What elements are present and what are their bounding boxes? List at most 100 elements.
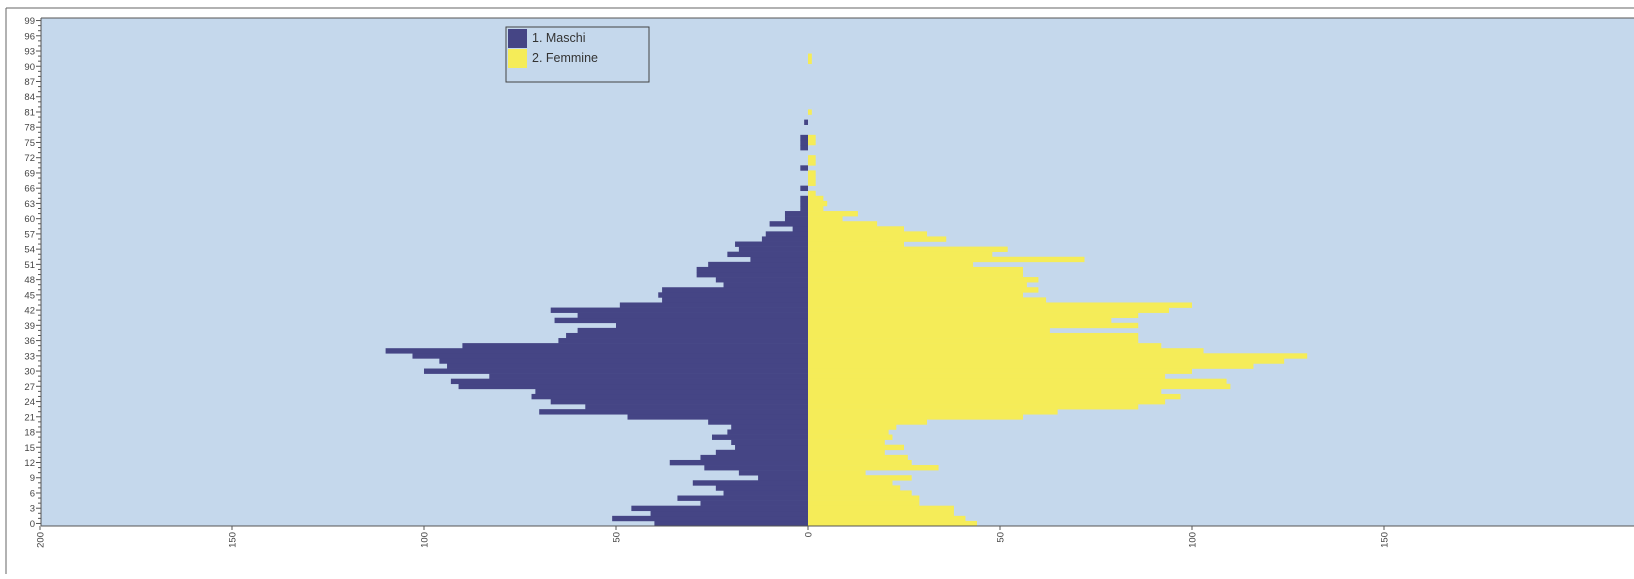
bar-males-age-64 [800, 195, 808, 202]
y-tick-label: 45 [24, 290, 35, 301]
y-tick-label: 81 [24, 107, 35, 118]
bar-females-age-56 [808, 236, 947, 242]
bar-females-age-50 [808, 266, 1024, 273]
y-tick-label: 12 [24, 458, 35, 469]
bar-females-age-11 [808, 465, 939, 471]
bar-males-age-19 [731, 424, 808, 430]
bar-females-age-61 [808, 211, 858, 217]
bar-males-age-17 [712, 434, 808, 440]
bar-females-age-65 [808, 190, 816, 197]
bar-females-age-14 [808, 449, 885, 456]
y-tick-label: 78 [24, 123, 35, 134]
bar-females-age-8 [808, 480, 893, 486]
bars-layer [385, 53, 1308, 527]
bar-females-age-33 [808, 353, 1308, 359]
bar-females-age-34 [808, 348, 1204, 354]
bar-females-age-37 [808, 332, 1139, 339]
bar-females-age-52 [808, 256, 1085, 263]
bar-males-age-46 [662, 287, 808, 293]
bar-males-age-50 [696, 266, 808, 273]
legend: 1. Maschi 2. Femmine [505, 26, 650, 83]
bar-males-age-27 [458, 383, 808, 390]
y-axis: 0369121518212427303336394245485154576063… [24, 16, 41, 530]
bar-females-age-91 [808, 58, 812, 65]
bar-males-age-0 [654, 520, 808, 527]
bar-males-age-62 [800, 205, 808, 212]
y-tick-label: 6 [30, 488, 35, 499]
y-tick-label: 18 [24, 428, 35, 439]
y-tick-label: 96 [24, 31, 35, 42]
y-tick-label: 24 [24, 397, 35, 408]
y-tick-label: 69 [24, 168, 35, 179]
bar-males-age-74 [800, 145, 808, 151]
bar-females-age-27 [808, 383, 1231, 390]
bar-males-age-45 [658, 292, 808, 298]
bar-females-age-20 [808, 419, 928, 425]
bar-females-age-19 [808, 424, 897, 430]
bar-males-age-38 [577, 327, 808, 334]
bar-females-age-24 [808, 399, 1166, 405]
bar-females-age-43 [808, 302, 1192, 308]
bar-males-age-48 [715, 277, 808, 283]
bar-females-age-39 [808, 322, 1139, 329]
y-tick-label: 39 [24, 321, 35, 332]
bar-females-age-46 [808, 287, 1039, 293]
bar-males-age-34 [385, 348, 808, 354]
bar-males-age-1 [612, 515, 808, 522]
y-tick-label: 57 [24, 229, 35, 240]
y-tick-label: 84 [24, 92, 35, 103]
bar-females-age-48 [808, 277, 1039, 283]
bar-males-age-21 [627, 414, 808, 420]
bar-females-age-3 [808, 505, 954, 512]
bar-females-age-64 [808, 195, 824, 202]
legend-label-males: 1. Maschi [532, 31, 586, 45]
y-tick-label: 93 [24, 47, 35, 58]
bar-males-age-79 [804, 119, 808, 125]
bar-females-age-69 [808, 170, 816, 176]
bar-females-age-16 [808, 439, 885, 446]
bar-males-age-76 [800, 134, 808, 141]
y-tick-label: 60 [24, 214, 35, 225]
y-tick-label: 33 [24, 351, 35, 362]
y-tick-label: 42 [24, 306, 35, 317]
bar-females-age-38 [808, 327, 1050, 334]
bar-females-age-71 [808, 160, 816, 166]
y-tick-label: 99 [24, 16, 35, 27]
bar-females-age-4 [808, 500, 920, 506]
bar-males-age-37 [566, 332, 808, 339]
y-tick-label: 21 [24, 412, 35, 423]
bar-females-age-57 [808, 231, 928, 237]
bar-males-age-7 [715, 485, 808, 491]
bar-females-age-60 [808, 216, 843, 222]
bar-females-age-22 [808, 409, 1058, 415]
x-tick-label: 150 [1380, 532, 1391, 548]
y-tick-label: 87 [24, 77, 35, 88]
y-tick-label: 0 [30, 519, 35, 530]
bar-females-age-40 [808, 317, 1112, 324]
y-tick-label: 51 [24, 260, 35, 271]
bar-females-age-17 [808, 434, 893, 440]
bar-females-age-25 [808, 393, 1181, 400]
x-tick-label: 150 [228, 532, 239, 548]
bar-males-age-75 [800, 139, 808, 146]
bar-males-age-51 [708, 261, 808, 268]
bar-males-age-2 [650, 510, 808, 517]
bar-females-age-63 [808, 200, 828, 207]
bar-males-age-61 [784, 211, 808, 217]
bar-females-age-58 [808, 226, 904, 232]
bar-males-age-3 [631, 505, 808, 512]
bar-males-age-12 [669, 459, 808, 466]
bar-females-age-0 [808, 520, 977, 527]
bar-females-age-68 [808, 175, 816, 181]
bar-males-age-23 [585, 404, 808, 410]
bar-males-age-35 [462, 343, 808, 349]
bar-males-age-20 [708, 419, 808, 425]
bar-females-age-29 [808, 373, 1166, 379]
y-tick-label: 72 [24, 153, 35, 164]
bar-females-age-53 [808, 251, 993, 258]
x-tick-label: 50 [612, 532, 623, 543]
bar-males-age-26 [535, 388, 808, 395]
bar-males-age-42 [550, 307, 808, 313]
y-tick-label: 54 [24, 245, 35, 256]
